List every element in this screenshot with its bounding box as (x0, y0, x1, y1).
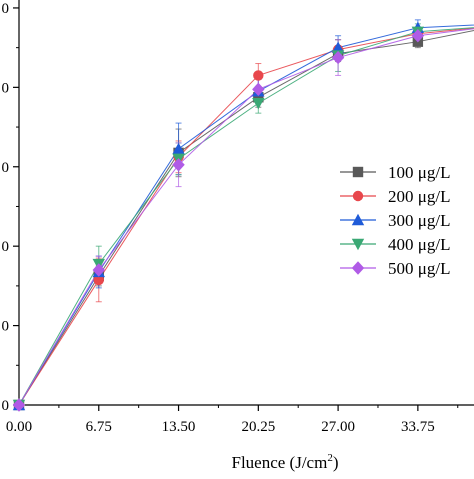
legend-label-2: 200 μg/L (388, 187, 450, 206)
y-tick-label: 0 (2, 398, 10, 414)
x-tick-label: 33.75 (401, 419, 435, 435)
y-tick-label: 0 (2, 1, 10, 17)
x-tick-label: 0.00 (6, 419, 32, 435)
y-tick-label: 0 (2, 239, 10, 255)
x-tick-label: 6.75 (86, 419, 112, 435)
legend-label-5: 500 μg/L (388, 259, 450, 278)
x-axis-title-close: ) (333, 453, 339, 472)
x-tick-label: 13.50 (162, 419, 196, 435)
x-tick-label: 27.00 (321, 419, 355, 435)
y-tick-label: 0 (2, 319, 10, 335)
data-point-2 (253, 70, 263, 80)
x-tick-label: 20.25 (241, 419, 275, 435)
legend-marker-5 (352, 261, 364, 274)
x-axis-title: Fluence (J/cm2) (231, 452, 338, 472)
legend-marker-2 (353, 191, 363, 201)
legend-label-4: 400 μg/L (388, 235, 450, 254)
error-bars (96, 20, 421, 302)
legend: 100 μg/L 200 μg/L 300 μg/L 400 μg/L 500 μg/L (340, 163, 450, 278)
y-tick-label: 0 (2, 80, 10, 96)
legend-label-1: 100 μg/L (388, 163, 450, 182)
y-tick-label: 0 (2, 160, 10, 176)
data-point-4 (252, 98, 264, 109)
x-axis-title-main: Fluence (J/cm (231, 453, 327, 472)
legend-label-3: 300 μg/L (388, 211, 450, 230)
series-markers (13, 22, 424, 412)
legend-marker-1 (353, 167, 363, 177)
